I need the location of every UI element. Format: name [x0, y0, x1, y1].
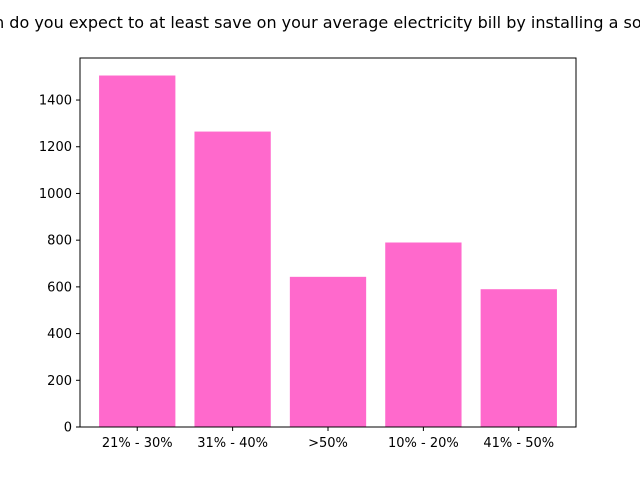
y-tick-label: 600 [47, 280, 72, 295]
y-tick-label: 400 [47, 327, 72, 342]
bar-10-20 [385, 242, 462, 427]
x-tick-label: 10% - 20% [388, 436, 459, 451]
y-tick-label: 1400 [39, 94, 72, 109]
bar-21-30 [99, 75, 176, 428]
bars-group [99, 75, 557, 428]
x-tick-label: 31% - 40% [197, 436, 268, 451]
x-tick-label: >50% [308, 436, 348, 451]
x-axis: 21% - 30% 31% - 40% >50% 10% - 20% 41% - 50% [102, 427, 554, 451]
chart-title: How much do you expect to at least save … [0, 13, 640, 32]
y-tick-label: 1000 [39, 187, 72, 202]
x-tick-label: 21% - 30% [102, 436, 173, 451]
y-tick-label: 800 [47, 234, 72, 249]
y-tick-label: 0 [64, 421, 72, 436]
bar-41-50 [480, 289, 557, 427]
x-tick-label: 41% - 50% [483, 436, 554, 451]
y-tick-label: 1200 [39, 140, 72, 155]
bar-50 [289, 276, 367, 427]
y-axis: 0 200 400 600 800 1000 1200 1400 [39, 94, 80, 436]
axes-frame [79, 57, 577, 428]
y-tick-label: 200 [47, 374, 72, 389]
bar-31-40 [194, 131, 271, 427]
